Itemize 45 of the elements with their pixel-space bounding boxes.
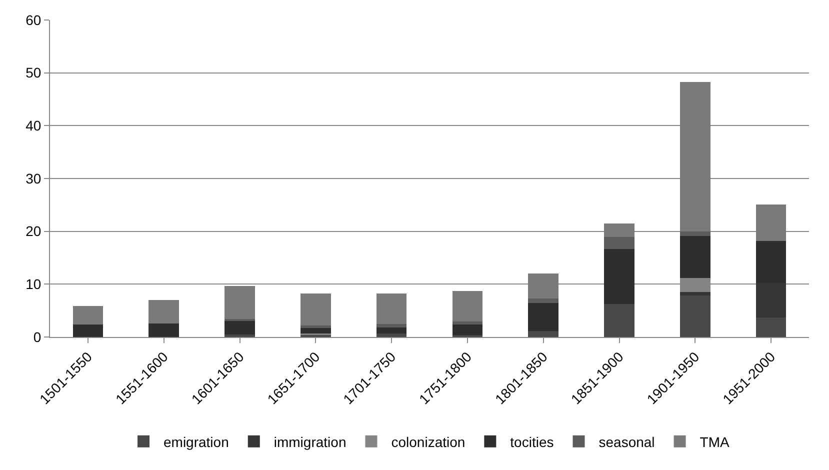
y-tick-label: 0 [33,328,42,345]
bar [604,248,634,304]
bar [604,223,634,238]
bar [224,334,255,337]
legend-label: TMA [700,434,730,450]
y-tick-label: 20 [26,223,42,240]
y-tick-label: 40 [26,118,42,134]
legend-label: emigration [164,434,229,450]
bar [452,322,483,324]
bar [756,204,786,241]
y-tick-label: 50 [26,64,42,81]
bar [680,231,710,236]
bar [300,325,331,328]
bar [452,324,483,335]
bar [680,236,710,278]
bar [148,323,180,337]
bar [604,304,634,337]
legend-label: immigration [274,434,346,450]
bar [300,294,331,326]
bar [224,286,255,320]
bar [680,295,710,337]
y-tick-label: 10 [26,276,42,292]
y-tick-label: 30 [26,170,42,186]
bar [148,300,180,324]
bar [528,298,559,304]
legend-label: colonization [391,434,466,450]
bar [376,324,407,328]
bar [300,328,331,334]
y-tick-label: 60 [26,12,42,28]
bar [680,292,710,296]
bar [680,82,710,232]
bar [376,294,407,324]
bar [528,274,559,298]
bar [528,303,559,332]
bar [756,317,786,337]
bar [72,324,104,337]
bar [224,320,255,334]
bar [604,237,634,249]
bar [376,333,407,337]
legend-label: tocities [510,434,554,450]
bar [528,331,559,337]
bar [376,327,407,334]
bar [72,306,104,324]
legend-label: seasonal [598,434,655,450]
bar [452,291,483,322]
